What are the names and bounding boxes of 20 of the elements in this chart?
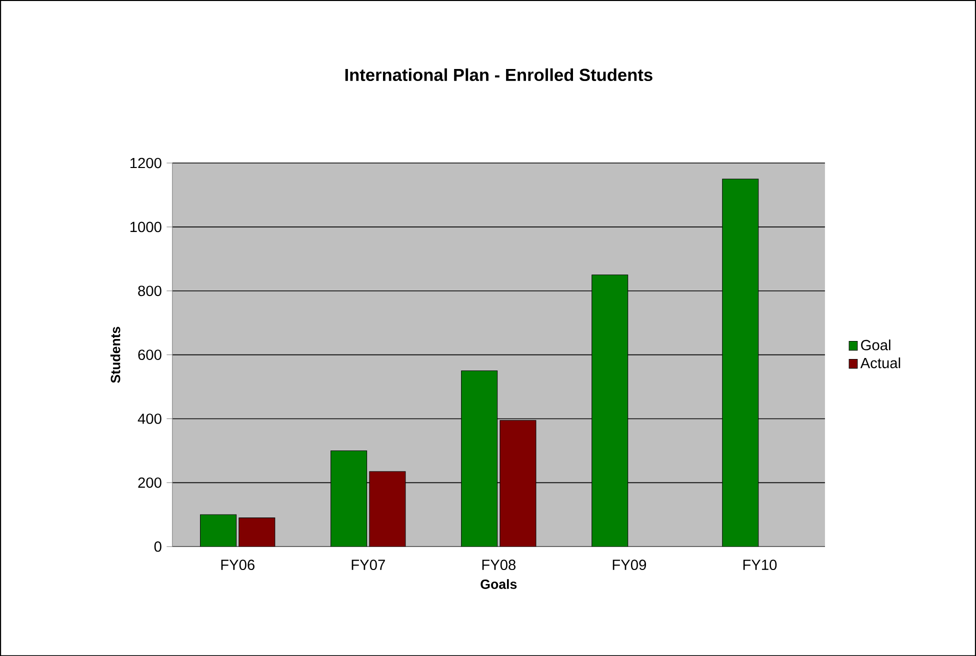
chart-title: International Plan - Enrolled Students — [345, 68, 652, 81]
y-axis-title: Students — [110, 326, 120, 383]
x-tick-label: FY07 — [352, 559, 385, 570]
y-tick-label: 800 — [138, 286, 162, 296]
y-tick-label: 0 — [154, 541, 162, 552]
y-tick-label: 1200 — [130, 158, 162, 168]
y-tick-label: 1000 — [130, 222, 162, 232]
y-tick-label: 600 — [138, 349, 162, 360]
legend-label: Goal — [861, 339, 890, 350]
y-tick-label: 400 — [138, 413, 162, 424]
x-tick-label: FY09 — [612, 559, 646, 570]
x-tick-label: FY08 — [482, 559, 516, 570]
x-tick-label: FY10 — [743, 559, 777, 570]
x-axis-title: Goals — [480, 578, 517, 589]
x-tick-label: FY06 — [221, 559, 254, 570]
bar — [238, 517, 276, 546]
y-tick-label: 200 — [138, 477, 162, 488]
bar — [500, 420, 536, 546]
legend-label: Actual — [860, 357, 900, 368]
bar — [369, 471, 406, 546]
